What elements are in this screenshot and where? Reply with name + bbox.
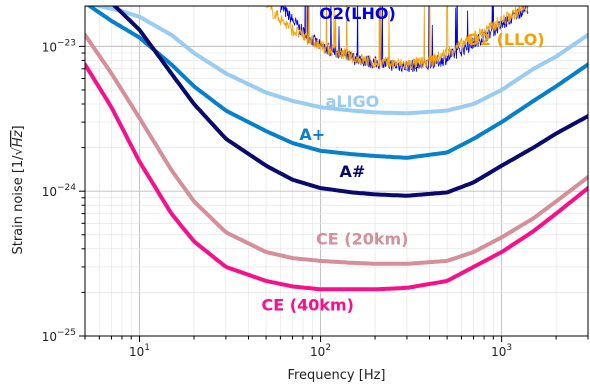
y-tick-label: 10−23 (42, 38, 76, 54)
series-line (85, 32, 588, 266)
series-lines (85, 6, 588, 292)
x-axis-label: Frequency [Hz] (287, 368, 385, 383)
y-axis-label: Strain noise [1/√Hz] (11, 125, 26, 254)
series-label: O2(LHO) (319, 4, 396, 23)
series-label: aLIGO (326, 92, 380, 111)
y-tick-label: 10−24 (42, 183, 77, 199)
series-label: CE (20km) (316, 229, 408, 248)
y-axis-label-sqrt: √ (11, 146, 26, 155)
y-tick-label-base: 10 (42, 185, 57, 199)
plot-frame (84, 5, 589, 337)
y-tick-label-exponent: −24 (57, 183, 76, 193)
y-axis-label-radicand: Hz (11, 129, 26, 147)
x-tick-label-base: 10 (129, 345, 144, 359)
y-axis-label-prefix: Strain noise [1/ (11, 155, 26, 255)
y-tick-label-exponent: −23 (57, 38, 76, 48)
series-label: A# (340, 162, 366, 181)
y-tick-label-base: 10 (42, 40, 57, 54)
y-axis-label-suffix: ] (11, 125, 26, 130)
x-tick-label: 103 (491, 343, 512, 359)
svg-text:Strain noise [1/√Hz]: Strain noise [1/√Hz] (11, 125, 26, 254)
series-line (265, 6, 529, 71)
x-tick-label-exponent: 1 (144, 343, 150, 353)
x-tick-label-base: 10 (491, 345, 506, 359)
y-tick-label-base: 10 (42, 330, 57, 344)
series-label: A+ (299, 125, 325, 144)
series-label: CE (40km) (262, 295, 354, 314)
y-tick-label: 10−25 (42, 328, 76, 344)
series-line (86, 6, 588, 160)
x-tick-label-exponent: 2 (325, 343, 331, 353)
grid-lines (84, 6, 589, 337)
series-line (111, 6, 588, 198)
series-label: O2 (LLO) (466, 30, 544, 49)
x-tick-label-base: 10 (310, 345, 325, 359)
x-tick-label: 101 (129, 343, 150, 359)
series-line (90, 6, 588, 116)
y-tick-label-exponent: −25 (57, 328, 76, 338)
x-tick-label-exponent: 3 (506, 343, 512, 353)
series-line (85, 62, 588, 292)
x-tick-label: 102 (310, 343, 331, 359)
